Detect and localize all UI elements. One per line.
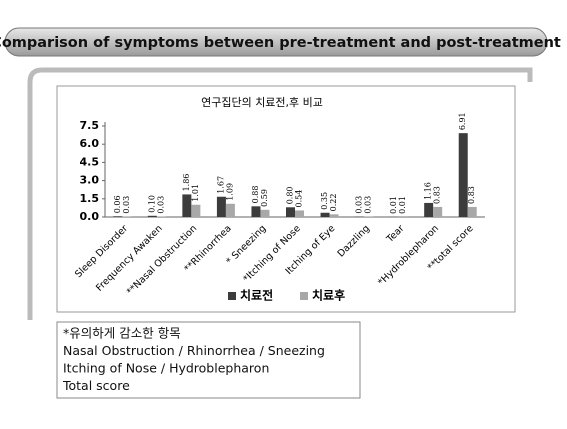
value-label: 0.59 <box>260 189 269 207</box>
value-label: 0.35 <box>320 192 329 210</box>
value-label: 0.01 <box>389 196 398 214</box>
value-label: 1.86 <box>182 174 191 192</box>
value-label: 0.10 <box>147 195 156 213</box>
bar <box>191 205 200 217</box>
y-tick-label: 6.0 <box>80 137 100 150</box>
value-label: 0.54 <box>295 190 304 208</box>
value-label: 0.03 <box>355 196 364 214</box>
value-label: 1.09 <box>225 183 234 201</box>
bar <box>260 210 269 217</box>
y-tick-label: 4.5 <box>80 155 100 168</box>
value-label: 1.16 <box>424 182 433 200</box>
bar <box>148 216 157 217</box>
bar <box>433 207 442 217</box>
bar <box>330 214 339 217</box>
bar <box>468 207 477 217</box>
bar <box>424 203 433 217</box>
y-tick-label: 1.5 <box>80 192 100 205</box>
bar <box>226 204 235 217</box>
note-line: *유의하게 감소한 항목 <box>63 326 181 341</box>
value-label: 0.06 <box>113 195 122 213</box>
value-label: 0.88 <box>251 186 260 204</box>
bar <box>113 216 122 217</box>
note-line: Nasal Obstruction / Rhinorrhea / Sneezin… <box>63 343 325 358</box>
value-label: 0.22 <box>329 194 338 212</box>
value-label: 0.03 <box>122 196 131 214</box>
value-label: 0.83 <box>433 186 442 204</box>
value-label: 0.03 <box>364 196 373 214</box>
y-tick-label: 3.0 <box>80 174 100 187</box>
legend-swatch <box>300 292 308 300</box>
chart-title: 연구집단의 치료전,후 비교 <box>201 96 323 109</box>
bar <box>295 210 304 217</box>
value-label: 0.03 <box>156 196 165 214</box>
value-label: 0.01 <box>398 196 407 214</box>
y-tick-label: 0.0 <box>80 210 100 223</box>
legend-label: 치료후 <box>312 288 345 303</box>
value-label: 1.67 <box>216 176 225 194</box>
legend-label: 치료전 <box>240 288 273 303</box>
value-label: 0.80 <box>286 186 295 204</box>
note-line: Total score <box>62 378 130 393</box>
value-label: 6.91 <box>458 112 467 130</box>
value-label: 1.01 <box>191 184 200 202</box>
bar <box>321 213 330 217</box>
bar <box>251 206 260 217</box>
value-label: 0.83 <box>467 186 476 204</box>
note-line: Itching of Nose / Hydroblepharon <box>63 361 269 376</box>
y-tick-label: 7.5 <box>80 119 100 132</box>
slide-title: Comparison of symptoms between pre-treat… <box>0 35 561 51</box>
bar <box>286 207 295 217</box>
legend-swatch <box>228 292 236 300</box>
